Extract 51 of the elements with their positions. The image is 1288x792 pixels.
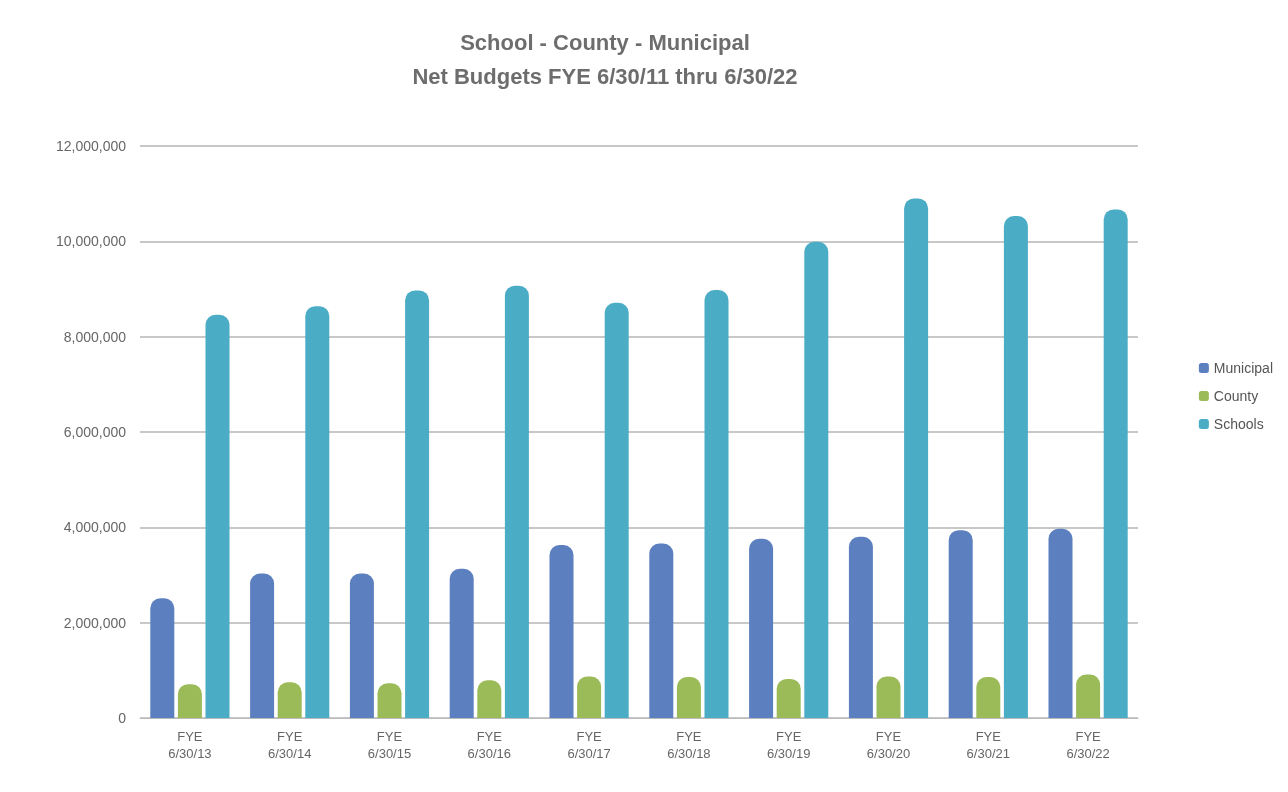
x-tick-label: FYE 6/30/15 <box>367 729 412 761</box>
bar <box>804 241 829 718</box>
bar <box>1003 216 1028 718</box>
x-tick-label: FYE 6/30/20 <box>866 729 911 761</box>
legend-label: County <box>1213 388 1259 404</box>
y-tick-label: 12,000,000 <box>55 138 127 154</box>
bar <box>377 683 402 718</box>
bar <box>848 536 873 718</box>
y-tick-label: 4,000,000 <box>63 519 127 536</box>
bar <box>749 538 774 718</box>
bar <box>1048 528 1073 718</box>
bar <box>277 682 302 718</box>
bar <box>449 568 474 718</box>
y-tick-label: 8,000,000 <box>63 328 127 345</box>
bar <box>177 684 202 718</box>
x-tick-label: FYE 6/30/21 <box>966 729 1010 761</box>
bar <box>604 302 629 718</box>
y-tick-label: 0 <box>118 710 127 726</box>
bar <box>1103 209 1128 718</box>
bar <box>904 198 929 718</box>
y-tick-label: 6,000,000 <box>63 424 127 440</box>
bar <box>349 573 374 718</box>
bar <box>577 676 602 718</box>
bar <box>405 290 430 718</box>
x-tick-label: FYE 6/30/13 <box>168 729 212 761</box>
legend-label: Municipal <box>1213 360 1273 376</box>
x-tick-label: FYE 6/30/19 <box>767 729 811 761</box>
x-tick-label: FYE 6/30/18 <box>667 729 711 761</box>
bar <box>704 289 729 718</box>
bar <box>205 314 230 718</box>
bar <box>1076 674 1101 718</box>
bar <box>649 543 674 718</box>
bar <box>305 306 330 718</box>
bar <box>776 678 801 718</box>
y-tick-label: 10,000,000 <box>55 233 127 250</box>
bar <box>948 530 973 718</box>
x-tick-label: FYE 6/30/17 <box>567 729 611 761</box>
legend-label: Schools <box>1213 416 1264 432</box>
bar <box>676 677 701 718</box>
y-tick-label: 2,000,000 <box>63 614 127 631</box>
bar <box>250 573 275 718</box>
x-tick-label: FYE 6/30/14 <box>268 729 312 761</box>
x-tick-label: FYE 6/30/22 <box>1066 729 1110 761</box>
bar <box>504 285 529 718</box>
bar <box>549 544 574 718</box>
chart-title: School - County - Municipal Net Budgets FYE 6/30/11 thru 6/30/22 <box>412 29 798 89</box>
x-tick-label: FYE 6/30/16 <box>467 729 511 761</box>
bar <box>876 676 901 718</box>
bar <box>150 598 175 718</box>
bar <box>477 680 502 718</box>
bar <box>976 677 1001 718</box>
